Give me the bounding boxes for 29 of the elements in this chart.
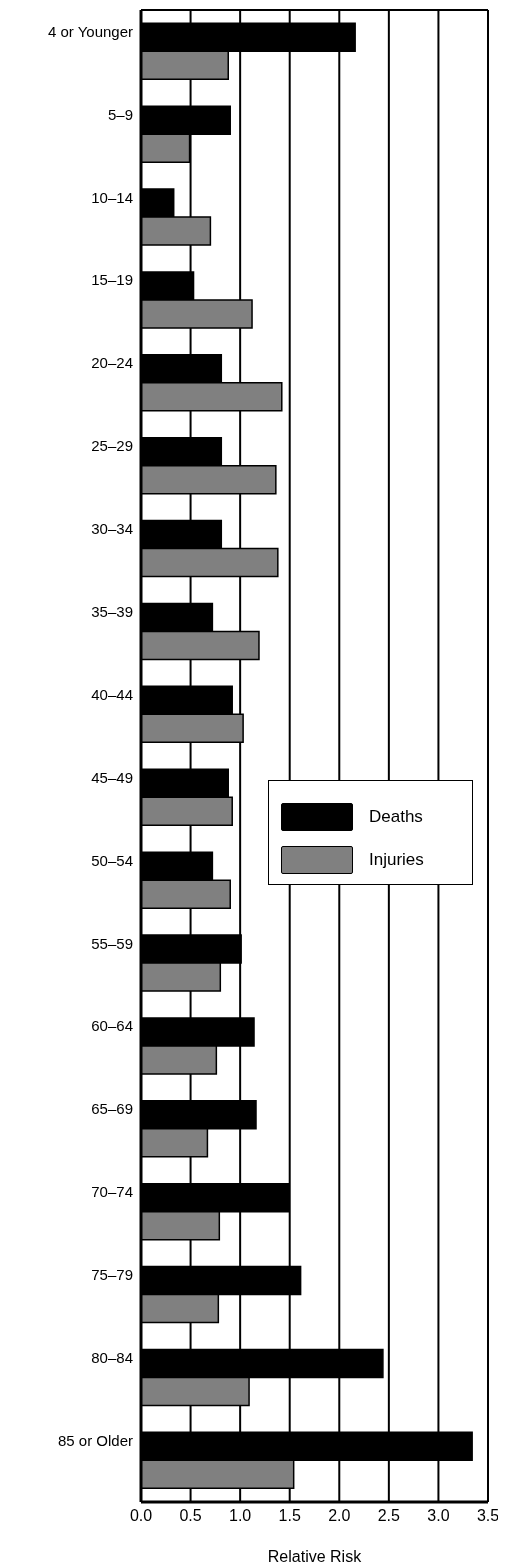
y-tick-label: 30–34 [91, 520, 133, 538]
y-tick-label: 35–39 [91, 602, 133, 620]
y-tick-label: 65–69 [91, 1100, 133, 1118]
y-tick-label: 20–24 [91, 354, 133, 372]
y-tick-label: 5–9 [107, 105, 133, 123]
y-tick-label: 15–19 [91, 271, 133, 289]
x-tick-label: 2.5 [377, 1507, 401, 1525]
y-tick-label: 55–59 [91, 934, 133, 952]
x-tick-label: 0.0 [129, 1507, 153, 1525]
y-tick-label: 40–44 [91, 685, 133, 703]
y-tick-label: 50–54 [91, 851, 133, 869]
x-tick-label: 1.5 [278, 1507, 301, 1525]
y-tick-label: 70–74 [91, 1183, 133, 1201]
y-tick-label: 4 or Younger [47, 22, 133, 40]
x-tick-label: 2.0 [328, 1507, 351, 1525]
y-tick-label: 85 or Older [57, 1431, 133, 1449]
legend-label: Deaths [369, 806, 423, 827]
y-tick-label: 45–49 [91, 768, 133, 786]
y-tick-label: 25–29 [91, 437, 133, 455]
y-tick-label: 75–79 [91, 1266, 133, 1284]
x-tick-label: 0.5 [179, 1507, 202, 1525]
y-tick-label: 80–84 [91, 1348, 133, 1366]
x-tick-label: 3.5 [476, 1507, 500, 1525]
y-tick-label: 60–64 [91, 1017, 133, 1035]
x-axis-title: Relative Risk [267, 1548, 363, 1565]
y-tick-label: 10–14 [91, 188, 133, 206]
x-tick-label: 3.0 [427, 1507, 450, 1525]
legend-label: Injuries [369, 849, 424, 870]
x-tick-label: 1.0 [229, 1507, 252, 1525]
